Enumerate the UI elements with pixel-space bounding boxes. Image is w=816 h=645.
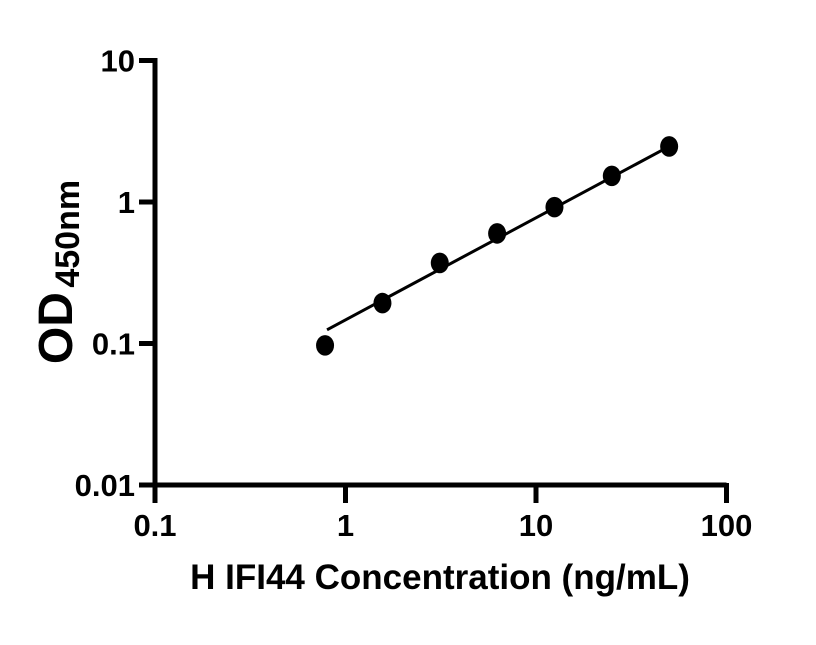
x-tick-label: 10 [519,508,553,543]
y-tick-label: 0.01 [75,468,135,503]
data-point [373,292,392,314]
data-point [488,223,507,244]
data-point [316,335,335,356]
y-axis-title: OD 450nm [30,180,87,364]
y-axis-ticks: 10 1 0.1 0.01 [75,44,157,503]
axes [152,58,727,488]
y-axis-title-main: OD [30,292,83,364]
y-tick-label: 1 [118,185,135,220]
x-tick-label: 100 [701,508,753,543]
data-point [430,252,449,274]
y-tick-label: 10 [101,44,135,79]
y-axis-title-subscript: 450nm [49,180,87,288]
series-layer [316,136,679,356]
x-tick-label: 0.1 [133,508,176,543]
data-point [545,196,564,218]
x-tick-label: 1 [337,508,354,543]
data-point [660,136,679,157]
x-axis-title: H IFI44 Concentration (ng/mL) [190,558,690,597]
data-point [602,165,621,187]
y-tick-label: 0.1 [92,327,135,362]
x-axis-ticks: 0.1 1 10 100 [133,483,752,543]
